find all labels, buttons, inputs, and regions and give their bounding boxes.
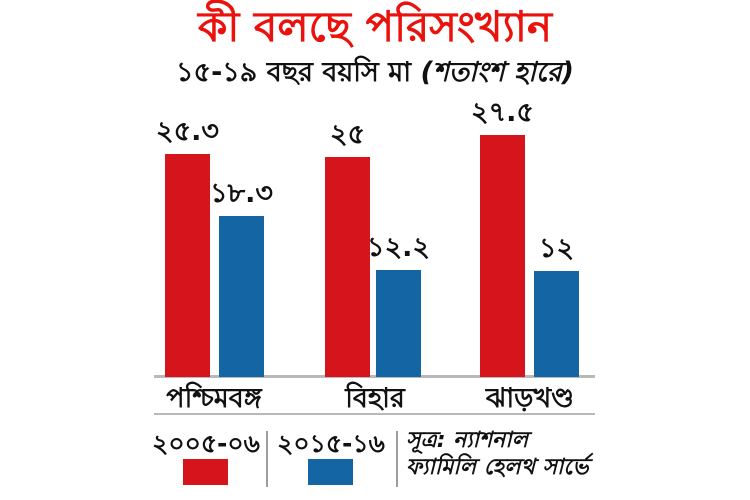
chart-subtitle: ১৫-১৯ বছর বয়সি মা (শতাংশ হারে) [0, 56, 750, 90]
bar-value-2015-16-bihar: ১২.২ [367, 232, 430, 263]
bar-2015-16-jharkhand [534, 271, 579, 377]
bar-value-2005-06-west-bengal: ২৫.৩ [156, 116, 219, 147]
bar-2015-16-west-bengal [219, 216, 264, 377]
axis-label-west-bengal: পশ্চিমবঙ্গ [166, 383, 262, 414]
x-axis-baseline [154, 375, 595, 378]
bar-value-2005-06-bihar: ২৫ [329, 119, 366, 150]
source-note-line2: ফ্যামিলি হেলথ সার্ভে [406, 455, 589, 480]
source-note-line1: সূত্র: ন্যাশনাল [406, 428, 528, 453]
chart-subtitle-paren: (শতাংশ হারে) [420, 57, 574, 88]
legend-label-2005-06: ২০০৫-০৬ [152, 429, 260, 458]
source-note: সূত্র: ন্যাশনাল ফ্যামিলি হেলথ সার্ভে [406, 427, 589, 481]
bar-value-2005-06-jharkhand: ২৭.৫ [471, 97, 534, 128]
bar-2015-16-bihar [376, 270, 421, 377]
axis-label-jharkhand: ঝাড়খণ্ড [485, 383, 575, 414]
bar-2005-06-bihar [325, 157, 370, 377]
bar-value-2015-16-jharkhand: ১২ [538, 233, 575, 264]
chart-subtitle-main: ১৫-১৯ বছর বয়সি মা [176, 57, 421, 88]
legend-label-2015-16: ২০১৫-১৬ [277, 429, 385, 458]
legend-divider-2 [396, 431, 398, 487]
axis-label-bihar: বিহার [345, 383, 405, 414]
legend-swatch-2015-16 [308, 459, 353, 485]
separator-line [154, 413, 595, 415]
legend-divider-1 [266, 431, 268, 487]
chart-title: কী বলছে পরিসংখ্যান [197, 2, 553, 51]
legend-swatch-2005-06 [183, 459, 228, 485]
bar-2005-06-west-bengal [165, 154, 210, 377]
bar-value-2015-16-west-bengal: ১৮.৩ [210, 178, 273, 209]
bar-2005-06-jharkhand [480, 135, 525, 377]
